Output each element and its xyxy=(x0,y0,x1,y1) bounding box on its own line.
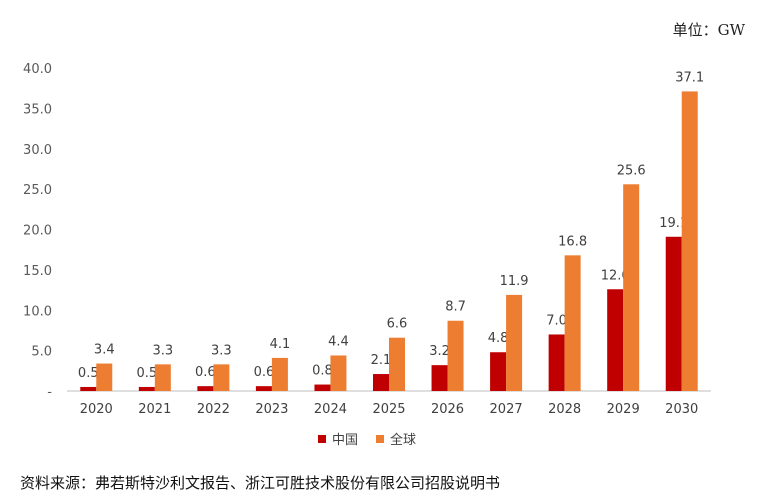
y-tick-label: 5.0 xyxy=(31,345,52,360)
y-tick-label: 40.0 xyxy=(23,62,52,77)
data-label-global: 11.9 xyxy=(500,274,529,289)
bar-china xyxy=(665,236,682,391)
x-tick-label: 2023 xyxy=(255,402,288,417)
bar-global xyxy=(154,364,171,391)
bar-global xyxy=(681,91,698,391)
data-label-china: 7.0 xyxy=(546,313,567,328)
data-label-china: 3.2 xyxy=(429,344,450,359)
x-tick-label: 2022 xyxy=(197,402,230,417)
data-label-global: 3.3 xyxy=(152,343,173,358)
legend-swatch-china xyxy=(318,434,326,443)
data-label-china: 19.1 xyxy=(659,216,688,231)
bar-china xyxy=(255,386,272,391)
y-tick-label: - xyxy=(47,385,52,400)
data-label-global: 3.3 xyxy=(211,343,232,358)
legend-swatch-global xyxy=(376,434,385,443)
bar-global xyxy=(96,363,113,391)
data-label-global: 4.4 xyxy=(328,334,349,349)
x-tick-label: 2021 xyxy=(138,402,171,417)
y-tick-label: 15.0 xyxy=(23,264,52,279)
x-tick-label: 2025 xyxy=(372,402,405,417)
x-tick-label: 2028 xyxy=(548,402,581,417)
y-tick-label: 20.0 xyxy=(23,224,52,239)
x-tick-label: 2024 xyxy=(314,402,347,417)
source-note: 资料来源：弗若斯特沙利文报告、浙江可胜技术股份有限公司招股说明书 xyxy=(20,474,501,492)
x-tick-label: 2020 xyxy=(80,402,113,417)
data-label-china: 0.5 xyxy=(78,366,99,381)
y-tick-label: 35.0 xyxy=(23,102,52,117)
data-label-global: 37.1 xyxy=(675,70,704,85)
y-tick-label: 10.0 xyxy=(23,304,52,319)
data-label-china: 4.8 xyxy=(488,331,509,346)
bar-global xyxy=(447,320,464,391)
unit-label: 单位：GW xyxy=(672,21,745,39)
legend: 中国 全球 xyxy=(318,429,434,448)
legend-label-china: 中国 xyxy=(332,433,359,448)
data-label-china: 0.6 xyxy=(254,365,275,380)
bar-china xyxy=(431,365,448,391)
bar-global xyxy=(506,294,523,391)
bar-global xyxy=(389,337,405,391)
bar-china xyxy=(80,386,97,391)
data-label-china: 0.5 xyxy=(136,366,157,381)
bar-china xyxy=(314,384,331,391)
legend-label-global: 全球 xyxy=(390,433,417,448)
bar-china xyxy=(373,374,389,391)
data-label-global: 8.7 xyxy=(445,300,466,315)
data-label-global: 16.8 xyxy=(558,234,587,249)
bar-china xyxy=(138,386,155,391)
data-label-global: 6.6 xyxy=(387,317,408,332)
data-label-global: 25.6 xyxy=(617,163,646,178)
x-tick-label: 2027 xyxy=(490,402,523,417)
legend-item-global: 全球 xyxy=(376,429,416,448)
bar-china xyxy=(490,352,507,391)
data-label-china: 0.8 xyxy=(312,364,333,379)
x-tick-label: 2026 xyxy=(431,402,464,417)
bar-global xyxy=(564,255,581,391)
data-label-global: 3.4 xyxy=(94,343,115,358)
bar-global xyxy=(330,355,347,391)
bar-china xyxy=(548,334,565,391)
bar-china xyxy=(197,386,214,391)
bar-chart: - 5.0 10.0 15.0 20.0 25.0 30.0 35.0 40.0 0.5 3.4 20… xyxy=(23,62,711,417)
bar-global xyxy=(213,364,230,391)
data-label-china: 0.6 xyxy=(195,365,216,380)
data-label-china: 2.1 xyxy=(371,353,392,368)
bar-global xyxy=(271,357,288,391)
x-tick-label: 2030 xyxy=(665,402,698,417)
bar-global xyxy=(623,184,640,391)
data-label-global: 4.1 xyxy=(270,337,291,352)
data-label-china: 12.6 xyxy=(601,268,630,283)
y-tick-label: 25.0 xyxy=(23,183,52,198)
x-tick-label: 2029 xyxy=(607,402,640,417)
bar-china xyxy=(607,289,624,391)
legend-item-china: 中国 xyxy=(318,429,358,448)
y-tick-label: 30.0 xyxy=(23,143,52,158)
